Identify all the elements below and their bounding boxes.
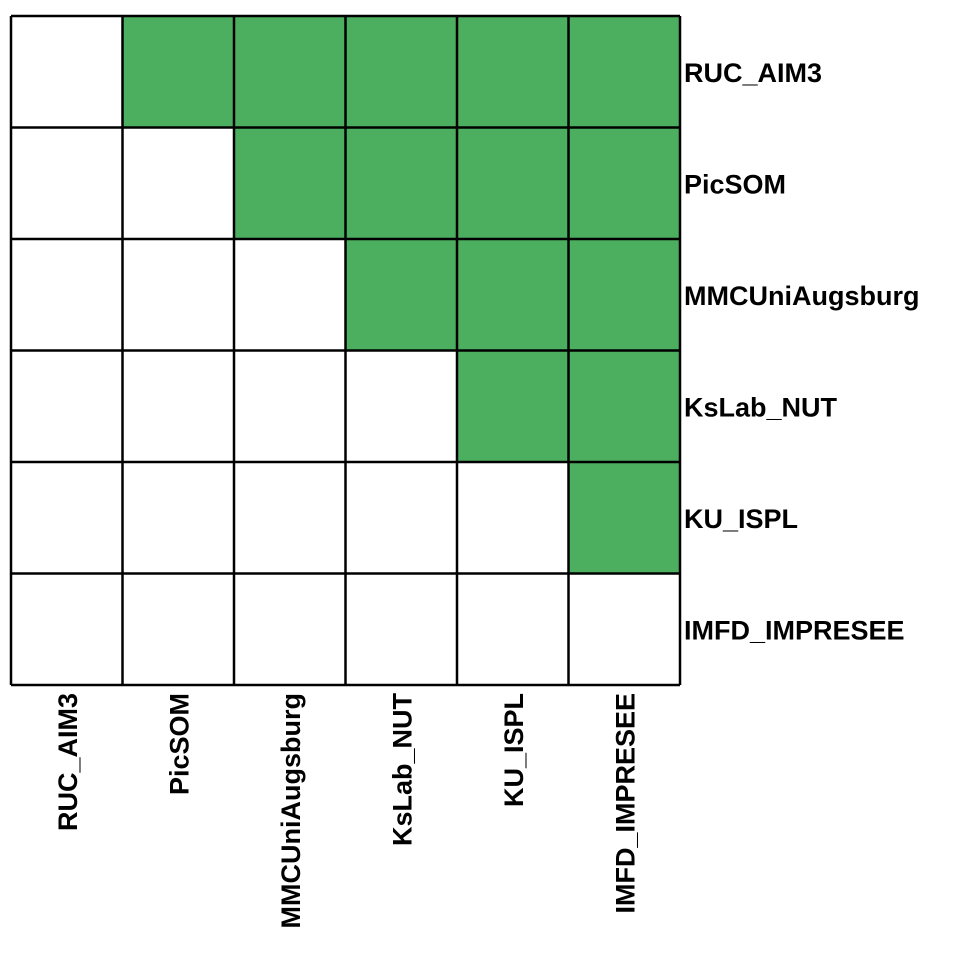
- matrix-cell-r3-c2: [234, 350, 346, 462]
- matrix-cell-r1-c0: [11, 127, 123, 239]
- column-label: IMFD_IMPRESEE: [610, 693, 640, 914]
- matrix-cell-r0-c4: [457, 16, 569, 128]
- matrix-cell-r5-c3: [345, 573, 457, 685]
- row-label: RUC_AIM3: [684, 58, 822, 88]
- matrix-cell-r4-c0: [11, 462, 123, 574]
- matrix-cell-r2-c4: [457, 239, 569, 351]
- matrix-cell-r4-c2: [234, 462, 346, 574]
- matrix-cell-r2-c0: [11, 239, 123, 351]
- matrix-cell-r3-c1: [122, 350, 234, 462]
- matrix-cell-r0-c0: [11, 16, 123, 128]
- matrix-cell-r2-c5: [568, 239, 680, 351]
- matrix-cell-r4-c5: [568, 462, 680, 574]
- matrix-cell-r5-c0: [11, 573, 123, 685]
- row-label: PicSOM: [684, 169, 786, 199]
- column-labels: RUC_AIM3 PicSOM MMCUniAugsburg KsLab_NUT KU_…: [53, 693, 641, 929]
- matrix-cell-r3-c5: [568, 350, 680, 462]
- row-labels: RUC_AIM3 PicSOM MMCUniAugsburg KsLab_NUT KU_…: [684, 58, 919, 646]
- matrix-cell-r2-c2: [234, 239, 346, 351]
- matrix-cells: [11, 16, 680, 685]
- matrix-cell-r5-c2: [234, 573, 346, 685]
- matrix-cell-r5-c1: [122, 573, 234, 685]
- matrix-cell-r3-c4: [457, 350, 569, 462]
- column-label: MMCUniAugsburg: [276, 693, 306, 928]
- matrix-cell-r1-c5: [568, 127, 680, 239]
- row-label: IMFD_IMPRESEE: [684, 615, 905, 645]
- column-label: KU_ISPL: [499, 693, 529, 807]
- matrix-cell-r0-c1: [122, 16, 234, 128]
- column-label: KsLab_NUT: [387, 693, 417, 847]
- matrix-cell-r4-c1: [122, 462, 234, 574]
- matrix-cell-r3-c3: [345, 350, 457, 462]
- matrix-cell-r0-c2: [234, 16, 346, 128]
- matrix-cell-r3-c0: [11, 350, 123, 462]
- matrix-cell-r2-c3: [345, 239, 457, 351]
- row-label: MMCUniAugsburg: [684, 281, 919, 311]
- row-label: KU_ISPL: [684, 504, 798, 534]
- matrix-cell-r0-c3: [345, 16, 457, 128]
- matrix-cell-r5-c5: [568, 573, 680, 685]
- matrix-cell-r0-c5: [568, 16, 680, 128]
- matrix-cell-r4-c4: [457, 462, 569, 574]
- matrix-cell-r1-c4: [457, 127, 569, 239]
- matrix-cell-r1-c2: [234, 127, 346, 239]
- matrix-cell-r5-c4: [457, 573, 569, 685]
- matrix-cell-r1-c3: [345, 127, 457, 239]
- matrix-gridlines: [9, 14, 682, 687]
- column-label: RUC_AIM3: [53, 693, 83, 831]
- matrix-cell-r1-c1: [122, 127, 234, 239]
- row-label: KsLab_NUT: [684, 392, 838, 422]
- column-label: PicSOM: [164, 693, 194, 795]
- matrix-cell-r2-c1: [122, 239, 234, 351]
- matrix-cell-r4-c3: [345, 462, 457, 574]
